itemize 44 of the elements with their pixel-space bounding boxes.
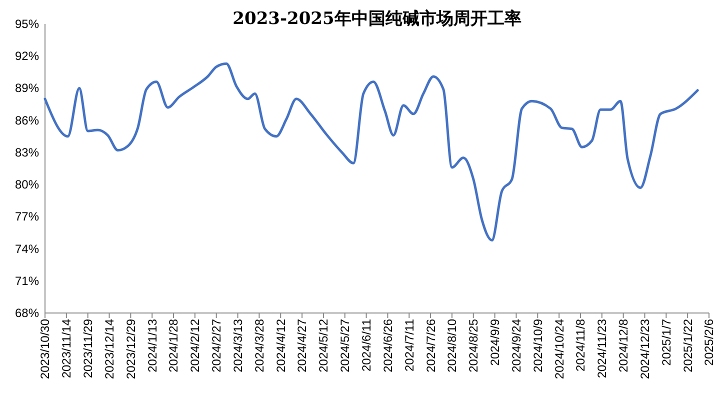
x-tick-label: 2024/12/8	[616, 318, 631, 372]
x-tick-label: 2024/11/23	[595, 318, 610, 378]
y-tick-label: 80%	[14, 178, 40, 192]
x-tick-label: 2023/10/30	[38, 318, 52, 380]
x-tick-label: 2024/3/13	[230, 318, 245, 372]
y-tick-label: 83%	[14, 145, 40, 160]
x-tick-label: 2024/8/25	[466, 318, 481, 372]
y-tick-label: 92%	[14, 49, 40, 64]
chart-title: 2023-2025年中国纯碱市场周开工率	[232, 9, 522, 29]
x-tick-label: 2024/9/24	[509, 318, 524, 372]
x-tick-label: 2024/8/10	[445, 318, 460, 372]
x-tick-label: 2024/6/11	[359, 318, 374, 372]
x-tick-label: 2023/12/14	[102, 318, 116, 380]
x-tick-label: 2024/5/27	[338, 318, 352, 372]
y-tick-label: 71%	[14, 274, 40, 288]
x-tick-label: 2024/4/27	[295, 318, 310, 372]
x-tick-label: 2024/2/12	[188, 318, 202, 372]
x-tick-label: 2024/1/28	[166, 318, 181, 372]
x-tick-label: 2023/11/29	[81, 318, 96, 378]
x-tick-label: 2025/1/7	[659, 318, 674, 366]
x-tick-label: 2024/7/11	[402, 318, 416, 372]
x-tick-label: 2025/2/6	[702, 318, 716, 366]
y-tick-label: 74%	[14, 242, 40, 256]
x-tick-label: 2024/3/28	[252, 318, 266, 372]
x-tick-label: 2024/5/12	[316, 318, 331, 372]
x-tick-label: 2024/9/9	[488, 318, 502, 366]
y-tick-label: 89%	[14, 81, 40, 96]
x-tick-label: 2023/12/29	[124, 318, 138, 380]
x-tick-label: 2024/2/27	[210, 318, 224, 372]
x-tick-label: 2023/11/14	[60, 318, 74, 378]
y-tick-label: 68%	[14, 306, 40, 320]
x-tick-label: 2024/6/26	[380, 318, 395, 372]
x-tick-label: 2025/1/22	[680, 318, 695, 372]
y-tick-label: 86%	[14, 113, 40, 128]
x-tick-label: 2024/4/12	[274, 318, 288, 372]
x-tick-label: 2024/10/24	[552, 318, 566, 380]
x-tick-label: 2024/10/9	[530, 318, 545, 372]
line-series	[44, 62, 699, 242]
x-tick-label: 2024/1/13	[145, 318, 160, 372]
x-tick-label: 2024/7/26	[424, 318, 438, 372]
y-tick-label: 77%	[14, 210, 40, 224]
y-tick-label: 95%	[14, 17, 40, 31]
x-tick-label: 2024/12/23	[638, 318, 652, 380]
x-tick-label: 2024/11/8	[574, 318, 588, 372]
